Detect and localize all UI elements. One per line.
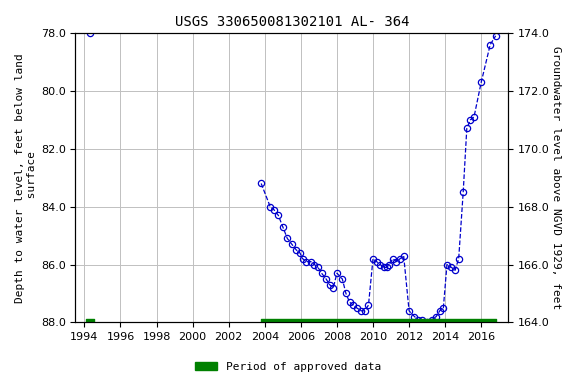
Legend: Period of approved data: Period of approved data bbox=[191, 358, 385, 377]
Y-axis label: Groundwater level above NGVD 1929, feet: Groundwater level above NGVD 1929, feet bbox=[551, 46, 561, 309]
Title: USGS 330650081302101 AL- 364: USGS 330650081302101 AL- 364 bbox=[175, 15, 409, 29]
Y-axis label: Depth to water level, feet below land
 surface: Depth to water level, feet below land su… bbox=[15, 53, 37, 303]
